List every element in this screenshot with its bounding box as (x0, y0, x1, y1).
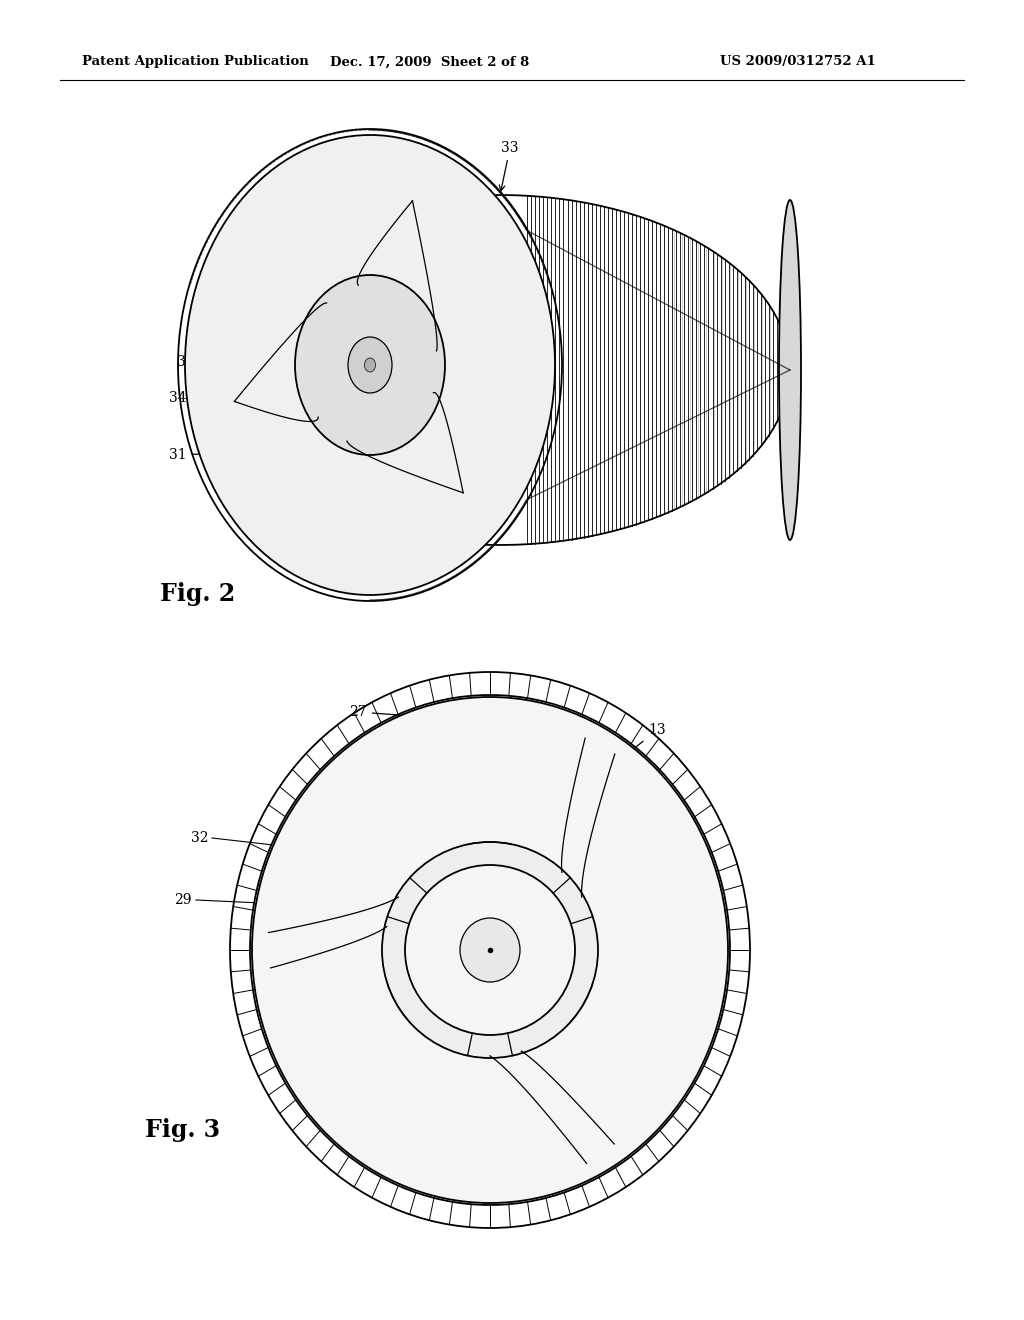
Text: 33: 33 (519, 705, 537, 719)
Text: 27: 27 (198, 318, 215, 333)
Ellipse shape (382, 842, 598, 1059)
Text: 29: 29 (174, 894, 193, 907)
Text: 32: 32 (177, 355, 195, 370)
Text: Fig. 3: Fig. 3 (145, 1118, 220, 1142)
Text: 27: 27 (349, 705, 436, 721)
Text: 34: 34 (441, 1059, 467, 1102)
Ellipse shape (406, 865, 575, 1035)
Ellipse shape (185, 135, 555, 595)
Text: 33: 33 (500, 141, 519, 191)
Text: 31: 31 (169, 446, 334, 462)
Text: Fig. 2: Fig. 2 (160, 582, 236, 606)
Ellipse shape (295, 275, 445, 455)
Text: 13: 13 (311, 181, 386, 228)
Ellipse shape (252, 697, 728, 1203)
Text: 25: 25 (642, 894, 659, 907)
Ellipse shape (365, 358, 376, 372)
Text: 25: 25 (343, 532, 384, 554)
Ellipse shape (460, 917, 520, 982)
Text: US 2009/0312752 A1: US 2009/0312752 A1 (720, 55, 876, 69)
Ellipse shape (779, 201, 801, 540)
Text: 34: 34 (169, 391, 187, 405)
Text: 13: 13 (624, 723, 666, 758)
Text: 30: 30 (236, 243, 253, 257)
Text: Patent Application Publication: Patent Application Publication (82, 55, 309, 69)
Text: Dec. 17, 2009  Sheet 2 of 8: Dec. 17, 2009 Sheet 2 of 8 (331, 55, 529, 69)
Text: 32: 32 (190, 832, 208, 845)
Text: 31: 31 (626, 939, 644, 952)
Ellipse shape (348, 337, 392, 393)
Ellipse shape (250, 696, 730, 1205)
